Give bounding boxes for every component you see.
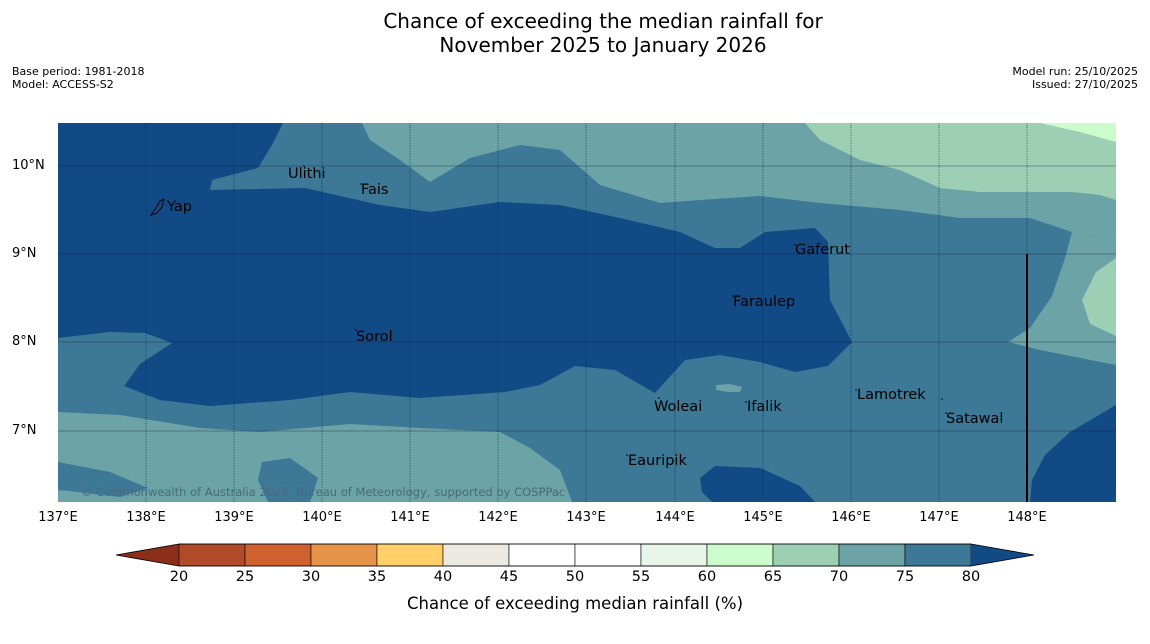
colorbar-tick-label: 20: [169, 569, 189, 585]
copyright-notice: © Commonwealth of Australia 2025, Bureau…: [81, 485, 566, 499]
place-label-satawal: Satawal: [946, 411, 1004, 427]
colorbar-cell: [376, 543, 444, 567]
lon-label-143e: 143°E: [566, 510, 606, 525]
lat-label-9n: 9°N: [12, 246, 37, 261]
colorbar-tick-label: 70: [829, 569, 849, 585]
place-label-faraulep: Faraulep: [733, 294, 796, 310]
island-dot: [855, 389, 857, 391]
lon-label-148e: 148°E: [1007, 510, 1047, 525]
island-dot: [941, 398, 943, 400]
island-dot: [626, 454, 628, 456]
zone-80-south: [700, 466, 815, 502]
issued-date: Issued: 27/10/2025: [1031, 78, 1138, 91]
colorbar-tick-label: 55: [631, 569, 651, 585]
place-label-lamotrek: Lamotrek: [857, 387, 926, 403]
model-name: Model: ACCESS-S2: [12, 78, 114, 91]
colorbar-tick-label: 60: [697, 569, 717, 585]
colorbar-tick-label: 80: [961, 569, 981, 585]
lon-label-141e: 141°E: [390, 510, 430, 525]
colorbar-under-triangle: [116, 544, 179, 566]
colorbar-tick-label: 35: [367, 569, 387, 585]
place-label-yap: Yap: [167, 199, 192, 215]
island-dot: [732, 295, 734, 297]
colorbar-cell: [178, 543, 246, 567]
lon-label-140e: 140°E: [302, 510, 342, 525]
place-label-woleai: Woleai: [654, 399, 703, 415]
zone-70-75-east: [1008, 232, 1116, 365]
colorbar-tick-label: 65: [763, 569, 783, 585]
island-dot: [355, 329, 357, 331]
lat-gridlines: [58, 165, 1116, 432]
colorbar-label: Chance of exceeding median rainfall (%): [406, 594, 744, 613]
colorbar-over-triangle: [971, 544, 1034, 566]
island-dot: [658, 397, 660, 399]
colorbar-cell: [442, 543, 510, 567]
place-label-ulithi: Ulithi: [288, 166, 326, 182]
lon-label-139e: 139°E: [214, 510, 254, 525]
island-dot: [303, 165, 305, 167]
lon-label-147e: 147°E: [919, 510, 959, 525]
zone-80-southeast: [1030, 405, 1116, 502]
lat-label-10n: 10°N: [12, 158, 45, 173]
colorbar-cell: [706, 543, 774, 567]
island-dot: [360, 183, 362, 185]
place-label-eauripik: Eauripik: [628, 453, 687, 469]
meta-left: Base period: 1981-2018 Model: ACCESS-S2: [12, 65, 144, 91]
yap-island-outline: [149, 198, 165, 216]
colorbar: [115, 543, 1035, 567]
colorbar-tick-label: 40: [433, 569, 453, 585]
colorbar-cell: [508, 543, 576, 567]
colorbar-cell: [904, 543, 972, 567]
colorbar-tick-label: 30: [301, 569, 321, 585]
model-run: Model run: 25/10/2025: [1012, 65, 1138, 78]
place-label-fais: Fais: [361, 182, 389, 198]
lon-label-138e: 138°E: [126, 510, 166, 525]
base-period: Base period: 1981-2018: [12, 65, 145, 78]
island-dot: [745, 401, 747, 403]
lon-label-145e: 145°E: [743, 510, 783, 525]
colorbar-cell: [574, 543, 642, 567]
place-label-sorol: Sorol: [356, 329, 393, 345]
zone-70-75-southwest: [58, 412, 572, 502]
lon-label-142e: 142°E: [478, 510, 518, 525]
colorbar-cell: [838, 543, 906, 567]
place-label-gaferut: Gaferut: [795, 242, 850, 258]
colorbar-cells: [178, 543, 972, 567]
island-markers: [303, 165, 947, 456]
map-contours: [58, 123, 1116, 502]
lat-label-8n: 8°N: [12, 334, 37, 349]
colorbar-tick-label: 25: [235, 569, 255, 585]
lat-label-7n: 7°N: [12, 423, 37, 438]
title-line-1: Chance of exceeding the median rainfall …: [383, 9, 823, 33]
lon-label-146e: 146°E: [831, 510, 871, 525]
lon-label-137e: 137°E: [38, 510, 78, 525]
colorbar-tick-label: 45: [499, 569, 519, 585]
colorbar-cell: [772, 543, 840, 567]
colorbar-cell: [310, 543, 378, 567]
colorbar-cell: [244, 543, 312, 567]
place-label-ifalik: Ifalik: [747, 399, 782, 415]
zone-65-70-east: [1082, 258, 1116, 336]
colorbar-outline: [115, 543, 1035, 567]
title-line-2: November 2025 to January 2026: [439, 33, 767, 57]
lon-label-144e: 144°E: [655, 510, 695, 525]
colorbar-tick-label: 50: [565, 569, 585, 585]
zone-65-70-northeast: [805, 123, 1116, 200]
chart-title: Chance of exceeding the median rainfall …: [0, 9, 1150, 57]
colorbar-tick-label: 75: [895, 569, 915, 585]
meta-right: Model run: 25/10/2025 Issued: 27/10/2025: [1012, 65, 1138, 91]
zone-70-75-ifalik: [716, 384, 742, 392]
zone-80-main: [58, 123, 852, 406]
island-dot: [945, 412, 947, 414]
zone-75-80-southwest: [58, 462, 148, 497]
zone-60-65-corner: [1040, 123, 1116, 142]
zone-75-80-south-patch: [258, 458, 318, 502]
island-dot: [794, 244, 796, 246]
colorbar-cell: [640, 543, 708, 567]
